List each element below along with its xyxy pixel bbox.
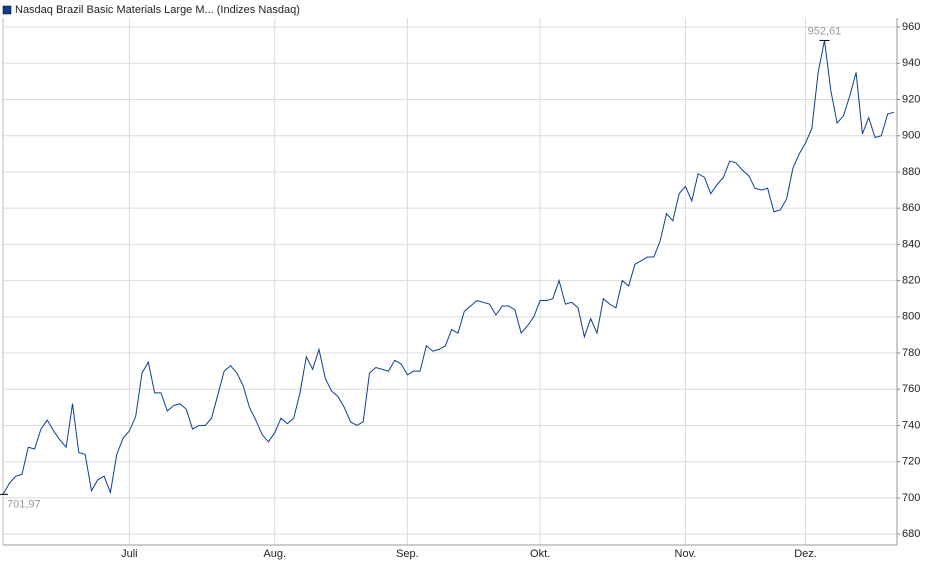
y-tick-label: 700	[902, 492, 920, 504]
y-tick-label: 740	[902, 419, 920, 431]
legend-label: Nasdaq Brazil Basic Materials Large M...…	[15, 4, 300, 16]
y-tick-label: 960	[902, 21, 920, 33]
x-tick-label: Dez.	[794, 548, 817, 560]
annotation-label: 701,97	[7, 498, 41, 510]
y-tick-label: 880	[902, 166, 920, 178]
y-tick-label: 920	[902, 93, 920, 105]
y-tick-label: 940	[902, 57, 920, 69]
y-tick-label: 680	[902, 528, 920, 540]
x-tick-label: Nov.	[675, 548, 697, 560]
y-tick-label: 800	[902, 311, 920, 323]
x-tick-label: Juli	[121, 548, 138, 560]
line	[2, 40, 895, 495]
y-tick-label: 820	[902, 275, 920, 287]
y-tick-label: 760	[902, 383, 920, 395]
y-tick-label: 900	[902, 130, 920, 142]
y-tick-label: 720	[902, 456, 920, 468]
y-tick-label: 840	[902, 238, 920, 250]
y-tick-label: 860	[902, 202, 920, 214]
legend-swatch	[2, 5, 12, 15]
y-tick-label: 780	[902, 347, 920, 359]
annotation-label: 952,61	[808, 25, 842, 37]
x-tick-label: Okt.	[530, 548, 550, 560]
x-tick-label: Aug.	[263, 548, 286, 560]
x-tick-label: Sep.	[396, 548, 419, 560]
